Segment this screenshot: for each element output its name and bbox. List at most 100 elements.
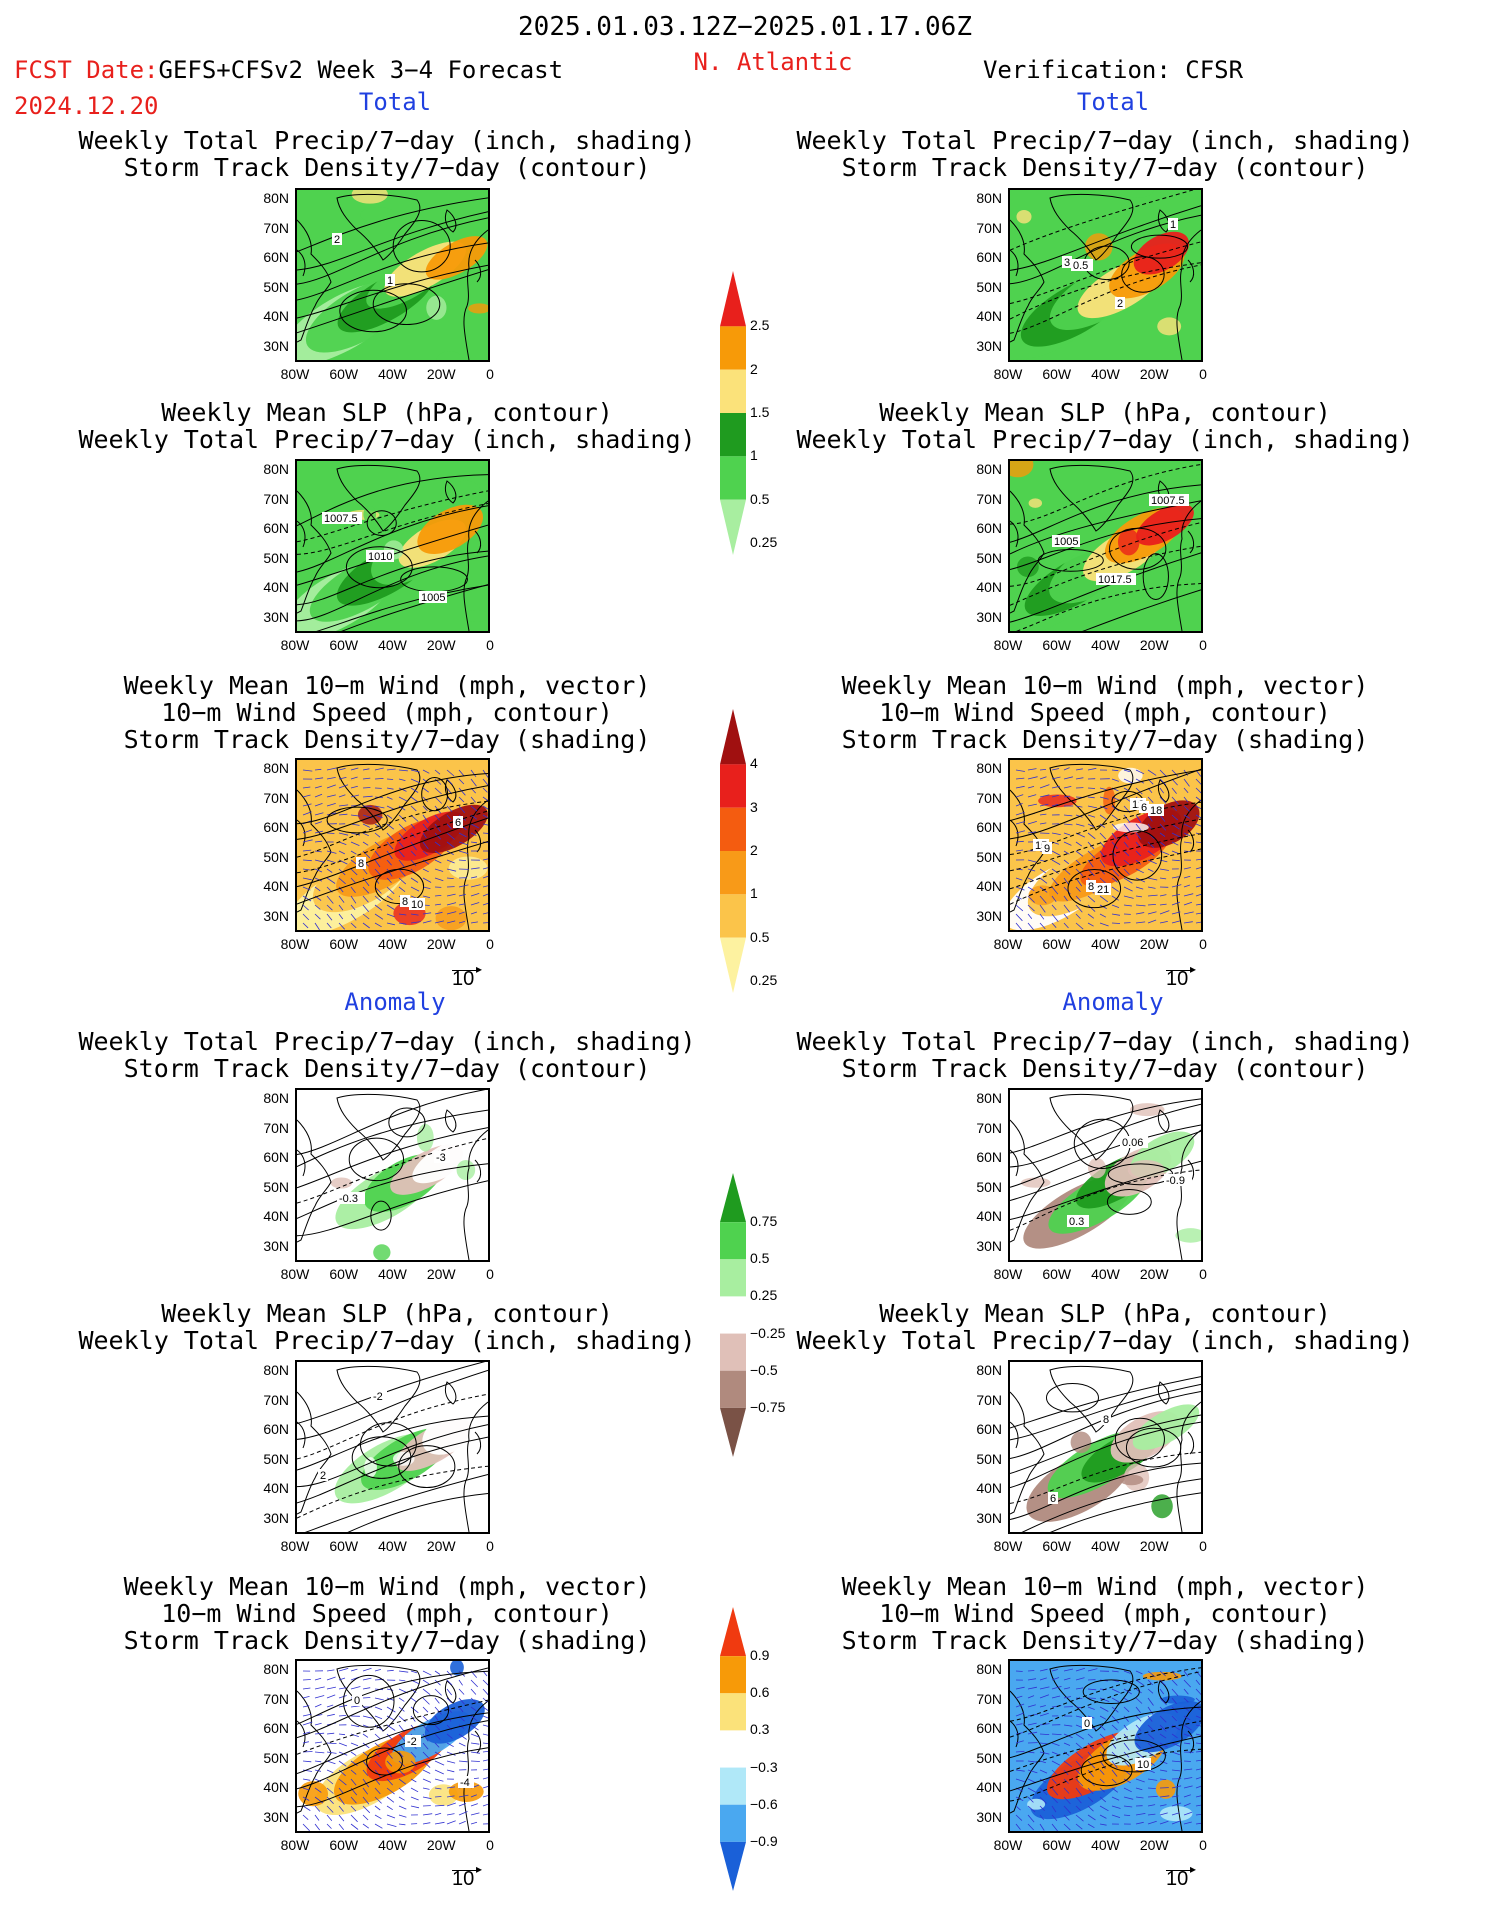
contour-label-bg — [318, 1469, 328, 1481]
lon-tick-label: 60W — [329, 936, 359, 952]
lon-tick-label: 0 — [486, 366, 494, 382]
contour-label-bg — [385, 274, 395, 286]
map-fc-total-slp: 1010 1005 1007.5 — [295, 459, 490, 633]
fcst-date: 2024.12.20 — [14, 92, 159, 120]
contour-label: 2 — [1117, 298, 1123, 310]
title-line: Weekly Mean 10−m Wind (mph, vector) — [841, 1572, 1369, 1601]
lon-tick-label: 60W — [329, 637, 359, 653]
colorbar-label: 4 — [750, 755, 758, 772]
contour-label-bg — [356, 857, 366, 869]
contour-label: 8 — [1088, 881, 1094, 893]
lon-tick-label: 40W — [378, 936, 407, 952]
contour-label-bg — [371, 1390, 387, 1402]
lat-tick-label: 80N — [263, 760, 289, 776]
contour-label: 18 — [1150, 805, 1162, 817]
lat-tick-label: 80N — [263, 1362, 289, 1378]
lon-tick-label: 0 — [1199, 637, 1207, 653]
lat-tick-label: 30N — [976, 907, 1002, 924]
lon-tick-label: 0 — [486, 1538, 494, 1554]
colorbar-label: −0.5 — [750, 1361, 778, 1378]
map-fc-anom-wind: 0 -2 -4 — [295, 1659, 490, 1833]
lat-tick-label: 30N — [976, 337, 1002, 354]
contour-label-bg — [1082, 1717, 1092, 1729]
section-anomaly-left: Anomaly — [344, 988, 446, 1016]
title-line: Weekly Total Precip/7−day (inch, shading… — [78, 1027, 696, 1056]
contour-label-bg — [458, 1776, 474, 1788]
vector-ref-value: 10 — [452, 968, 475, 990]
region-label: N. Atlantic — [693, 48, 853, 76]
lat-tick-label: 40N — [976, 308, 1002, 324]
contour-label: -4 — [460, 1777, 470, 1789]
contour-label: 0 — [1084, 1718, 1090, 1730]
lat-tick-label: 70N — [976, 1690, 1002, 1707]
contour-label-bg — [405, 1735, 421, 1747]
contour-label-bg — [1042, 842, 1052, 854]
colorbar-swatch — [720, 456, 746, 500]
title-fc-anom-precip: Weekly Total Precip/7−day (inch, shading… — [78, 1028, 695, 1082]
lat-tick-label: 30N — [263, 1237, 289, 1254]
contour-label: -0.3 — [339, 1193, 358, 1205]
lat-tick-label: 70N — [263, 1119, 289, 1136]
lat-tick-label: 80N — [263, 461, 289, 477]
lon-tick-label: 80W — [280, 1266, 310, 1282]
colorbar-swatch — [720, 807, 746, 851]
title-fc-anom-slp: Weekly Mean SLP (hPa, contour) Weekly To… — [78, 1300, 695, 1354]
title-vf-anom-precip: Weekly Total Precip/7−day (inch, shading… — [796, 1028, 1413, 1082]
colorbar-precip-total: 2.5 2 1.5 1 0.5 0.25 — [718, 268, 798, 558]
colorbar-swatch — [720, 1841, 746, 1891]
title-vf-total-wind: Weekly Mean 10−m Wind (mph, vector) 10−m… — [842, 672, 1369, 753]
lat-tick-label: 60N — [976, 1720, 1002, 1736]
colorbar-swatch — [720, 1767, 746, 1805]
colorbar-swatch — [720, 1804, 746, 1842]
lon-tick-label: 60W — [329, 1538, 359, 1554]
contour-label: 2 — [320, 1470, 326, 1482]
colorbar-label: −0.75 — [750, 1398, 786, 1415]
map-canvas: 1017.5 1007.5 1005 — [1010, 461, 1201, 631]
contour-label-bg — [1115, 297, 1125, 309]
colorbar-swatch — [720, 1259, 746, 1297]
title-line: Weekly Mean 10−m Wind (mph, vector) — [841, 671, 1369, 700]
title-vf-anom-wind: Weekly Mean 10−m Wind (mph, vector) 10−m… — [842, 1573, 1369, 1654]
colorbar-label: −0.9 — [750, 1832, 778, 1849]
lon-tick-label: 80W — [280, 936, 310, 952]
map-canvas: 3 2 1 0.5 — [1010, 190, 1201, 360]
lat-tick-label: 30N — [263, 907, 289, 924]
colorbar-label: 0.3 — [750, 1721, 770, 1738]
lat-tick-label: 30N — [263, 1808, 289, 1825]
lon-tick-label: 0 — [486, 1837, 494, 1853]
colorbar-label: 0.25 — [750, 1287, 778, 1304]
lat-tick-label: 40N — [976, 579, 1002, 595]
contour-label-bg — [1148, 804, 1164, 816]
title-line: Weekly Total Precip/7−day (inch, shading… — [796, 126, 1414, 155]
contour-label-bg — [1071, 259, 1093, 271]
colorbar-swatch — [720, 1730, 746, 1768]
lon-tick-label: 40W — [1091, 637, 1120, 653]
title-line: Weekly Mean 10−m Wind (mph, vector) — [123, 671, 651, 700]
lon-tick-label: 80W — [280, 366, 310, 382]
contour-label: 9 — [1044, 843, 1050, 855]
fcst-line: FCST Date:GEFS+CFSv2 Week 3−4 Forecast — [14, 56, 563, 84]
colorbar-label: 0.25 — [750, 972, 778, 988]
colorbar-graphic — [720, 1607, 746, 1891]
lon-tick-label: 40W — [378, 1538, 407, 1554]
contour-label: 21 — [1097, 884, 1109, 896]
colorbar-swatch — [720, 709, 746, 765]
lon-tick-label: 60W — [329, 1837, 359, 1853]
colorbar-label: 2 — [750, 842, 758, 858]
contour-label: 6 — [1141, 802, 1147, 814]
lon-tick-label: 80W — [993, 1837, 1023, 1853]
lon-tick-label: 40W — [1091, 366, 1120, 382]
contour-label-bg — [1168, 218, 1178, 230]
title-fc-anom-wind: Weekly Mean 10−m Wind (mph, vector) 10−m… — [124, 1573, 651, 1654]
contour-label-bg — [1067, 1215, 1089, 1227]
title-line: Weekly Mean SLP (hPa, contour) — [879, 1299, 1331, 1328]
lon-tick-label: 0 — [486, 936, 494, 952]
lon-tick-label: 20W — [1139, 1266, 1169, 1282]
lon-tick-label: 60W — [1042, 1837, 1072, 1853]
colorbar-graphic — [720, 709, 746, 993]
map-canvas: 21 — [297, 190, 488, 360]
contour-label-bg — [332, 233, 342, 245]
lat-tick-label: 60N — [976, 520, 1002, 536]
